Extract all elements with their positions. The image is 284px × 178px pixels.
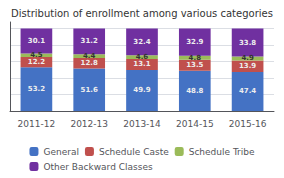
svg-text:4.8: 4.8 — [189, 54, 202, 62]
svg-text:4.5: 4.5 — [30, 51, 43, 59]
svg-text:13.1: 13.1 — [133, 60, 150, 68]
svg-text:48.8: 48.8 — [186, 87, 203, 95]
svg-text:12.2: 12.2 — [28, 58, 45, 66]
svg-text:2013-14: 2013-14 — [123, 119, 161, 129]
svg-text:51.6: 51.6 — [81, 86, 98, 94]
svg-text:32.4: 32.4 — [133, 38, 150, 46]
svg-text:53.2: 53.2 — [28, 85, 45, 93]
svg-text:4.9: 4.9 — [241, 54, 254, 62]
svg-text:General: General — [43, 147, 78, 157]
svg-text:32.9: 32.9 — [186, 38, 203, 46]
svg-text:4.6: 4.6 — [136, 53, 149, 61]
svg-text:47.4: 47.4 — [239, 87, 256, 95]
svg-text:Distribution of enrollment amo: Distribution of enrollment among various… — [11, 8, 273, 19]
svg-text:13.5: 13.5 — [186, 61, 203, 69]
svg-text:30.1: 30.1 — [28, 37, 45, 45]
svg-text:Schedule Caste: Schedule Caste — [99, 147, 169, 157]
svg-text:Other Backward Classes: Other Backward Classes — [43, 162, 152, 172]
svg-text:12.8: 12.8 — [81, 59, 98, 67]
svg-text:33.8: 33.8 — [239, 39, 256, 47]
svg-text:4.4: 4.4 — [83, 52, 96, 60]
svg-text:13.9: 13.9 — [239, 62, 256, 70]
svg-text:2011-12: 2011-12 — [18, 119, 56, 129]
svg-text:2012-13: 2012-13 — [70, 119, 108, 129]
svg-text:31.2: 31.2 — [81, 37, 98, 45]
svg-text:2014-15: 2014-15 — [176, 119, 214, 129]
svg-text:49.9: 49.9 — [133, 86, 150, 94]
svg-text:2015-16: 2015-16 — [229, 119, 267, 129]
svg-text:Schedule Tribe: Schedule Tribe — [189, 147, 255, 157]
